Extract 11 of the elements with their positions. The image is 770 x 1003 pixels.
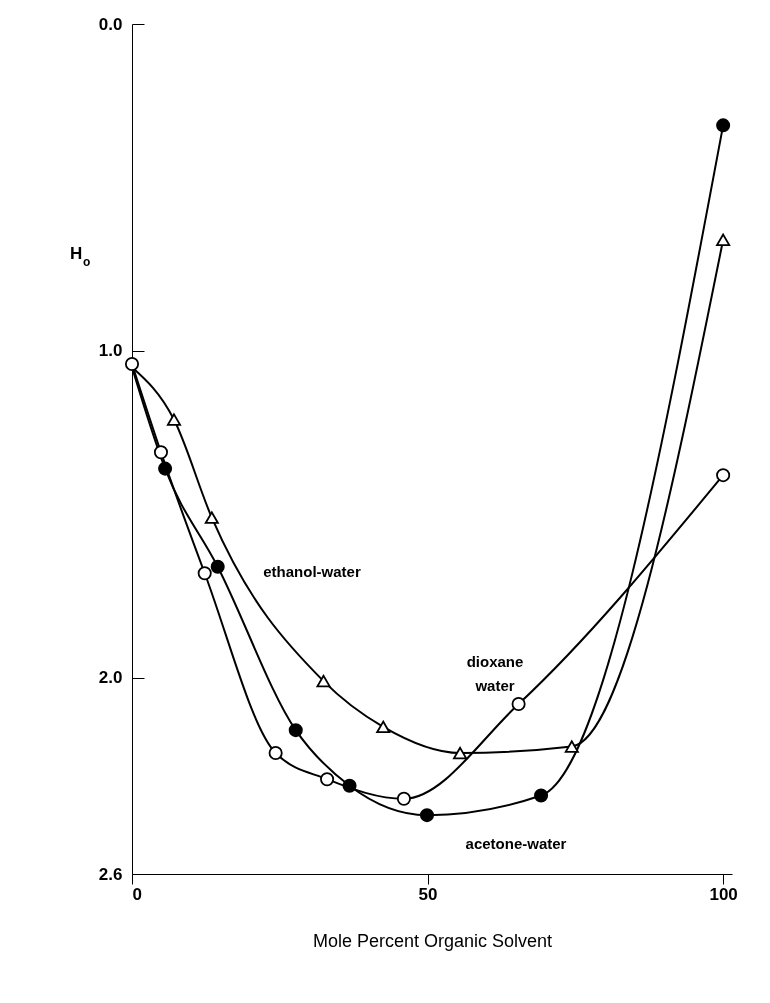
y-tick-label: 2.6	[98, 864, 123, 884]
x-tick-label: 100	[709, 884, 738, 904]
annotation: dioxane water	[466, 652, 524, 694]
y-tick-label: 2.0	[98, 668, 123, 688]
x-tick-label: 0	[132, 884, 142, 904]
x-tick-label: 50	[418, 884, 438, 904]
y-tick-label: 1.0	[98, 341, 123, 361]
annotation: acetone-water	[465, 835, 567, 853]
annotation: ethanol-water	[263, 563, 361, 581]
y-tick-label: 0.0	[98, 14, 123, 34]
x-axis-title: Mole Percent Organic Solvent	[312, 930, 553, 951]
